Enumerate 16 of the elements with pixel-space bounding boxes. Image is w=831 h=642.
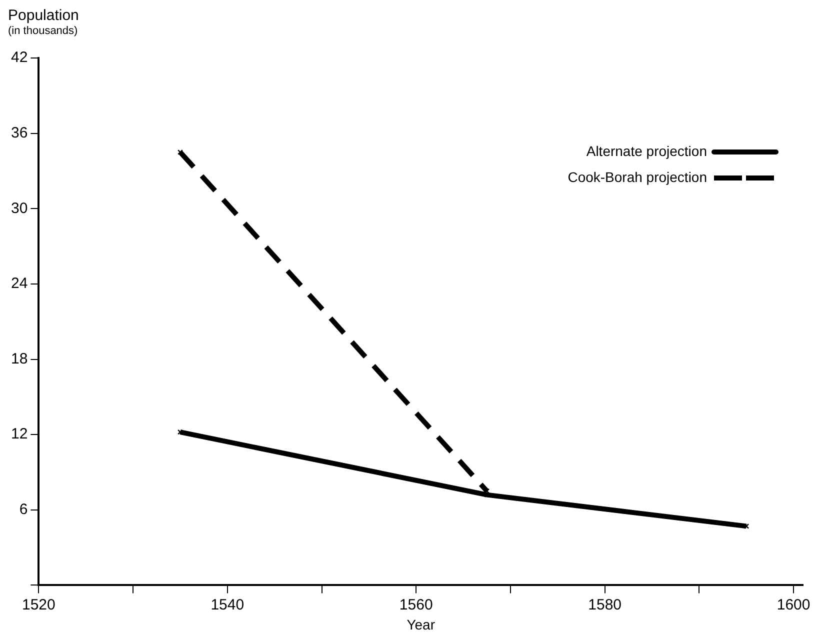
y-tick-label: 24 — [10, 275, 28, 292]
y-tick-label: 42 — [10, 49, 28, 66]
y-tick-label: 36 — [10, 124, 28, 142]
y-tick-label: 18 — [10, 350, 28, 368]
legend-label: Cook-Borah projection — [568, 168, 707, 185]
y-tick-label: 30 — [10, 200, 28, 217]
x-axis-title: Year — [406, 616, 436, 632]
y-tick-label: 6 — [19, 501, 28, 518]
x-tick-label: 1560 — [399, 596, 433, 614]
x-tick-label: 1600 — [776, 596, 810, 614]
x-tick-label: 1580 — [588, 596, 622, 614]
y-axis-title: Population (in thousands) — [8, 7, 79, 37]
x-tick-label: 1540 — [210, 596, 244, 614]
x-tick-label: 1520 — [22, 596, 56, 614]
legend-label: Alternate projection — [586, 142, 707, 159]
y-tick-label: 12 — [10, 426, 28, 443]
